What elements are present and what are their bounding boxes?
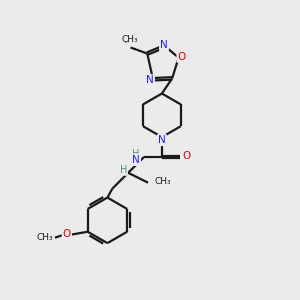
Text: methyl: methyl [125,42,130,43]
Text: N: N [132,155,140,165]
Text: CH₃: CH₃ [121,34,138,43]
Text: H: H [120,165,127,175]
Text: O: O [178,52,186,62]
Text: O: O [63,229,71,239]
Text: N: N [160,40,168,50]
Text: CH₃: CH₃ [155,177,172,186]
Text: N: N [158,135,166,145]
Text: O: O [182,151,191,161]
Text: CH₃: CH₃ [36,233,53,242]
Text: H: H [132,149,140,159]
Text: N: N [146,75,154,85]
